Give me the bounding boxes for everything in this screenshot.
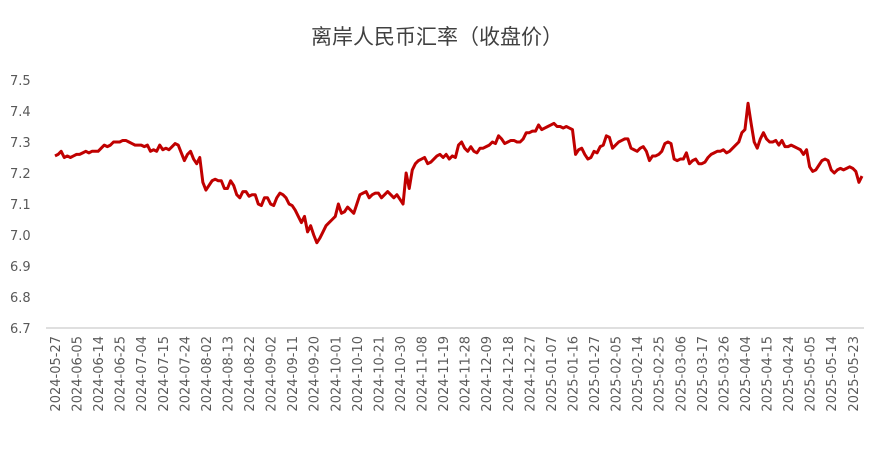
x-tick-label: 2024-05-27 [49,336,64,412]
y-tick-label: 7.1 [10,198,31,213]
x-tick-label: 2024-11-28 [459,336,474,412]
x-tick-label: 2024-08-22 [243,336,258,412]
x-tick-label: 2024-06-14 [92,336,107,412]
y-tick-label: 6.9 [10,260,31,275]
x-tick-label: 2024-09-02 [265,336,280,412]
x-tick-label: 2024-10-30 [394,336,409,412]
x-tick-label: 2024-11-08 [416,336,431,412]
y-tick-label: 7.5 [10,74,31,89]
x-tick-label: 2024-07-04 [135,336,150,412]
x-tick-label: 2025-01-27 [588,336,603,412]
x-tick-label: 2025-05-05 [804,336,819,412]
y-tick-label: 7.2 [10,167,31,182]
x-tick-label: 2024-06-05 [71,336,86,412]
x-tick-label: 2025-03-06 [674,336,689,412]
x-tick-label: 2024-06-25 [114,336,129,412]
x-tick-label: 2025-01-07 [545,336,560,412]
x-tick-label: 2024-10-21 [372,336,387,412]
x-tick-label: 2025-05-23 [847,336,862,412]
x-tick-label: 2025-04-24 [782,336,797,412]
x-tick-label: 2024-07-15 [157,336,172,412]
x-tick-label: 2024-10-01 [329,336,344,412]
x-tick-label: 2024-08-13 [221,336,236,412]
x-tick-label: 2025-05-14 [825,336,840,412]
x-tick-label: 2024-09-20 [308,336,323,412]
y-tick-label: 6.8 [10,291,31,306]
x-tick-label: 2024-10-10 [351,336,366,412]
x-tick-label: 2024-11-19 [437,336,452,412]
x-tick-label: 2024-08-02 [200,336,215,412]
y-tick-label: 7.3 [10,136,31,151]
x-tick-label: 2024-12-27 [523,336,538,412]
x-tick-label: 2025-04-15 [761,336,776,412]
x-tick-label: 2024-12-09 [480,336,495,412]
line [54,101,864,245]
x-tick-label: 2025-03-26 [717,336,732,412]
y-tick-label: 7.4 [10,105,31,120]
x-tick-label: 2025-04-04 [739,336,754,412]
x-tick-label: 2024-09-11 [286,336,301,412]
x-tick-label: 2024-07-24 [178,336,193,412]
x-tick-label: 2025-02-05 [610,336,625,412]
x-tick-label: 2025-01-16 [566,336,581,412]
x-tick-label: 2024-12-18 [502,336,517,412]
x-tick-label: 2025-02-14 [631,336,646,412]
x-tick-label: 2025-03-17 [696,336,711,412]
y-tick-label: 6.7 [10,322,31,337]
chart-title: 离岸人民币汇率（收盘价） [311,25,563,49]
x-tick-label: 2025-02-25 [653,336,668,412]
y-tick-label: 7.0 [10,229,31,244]
